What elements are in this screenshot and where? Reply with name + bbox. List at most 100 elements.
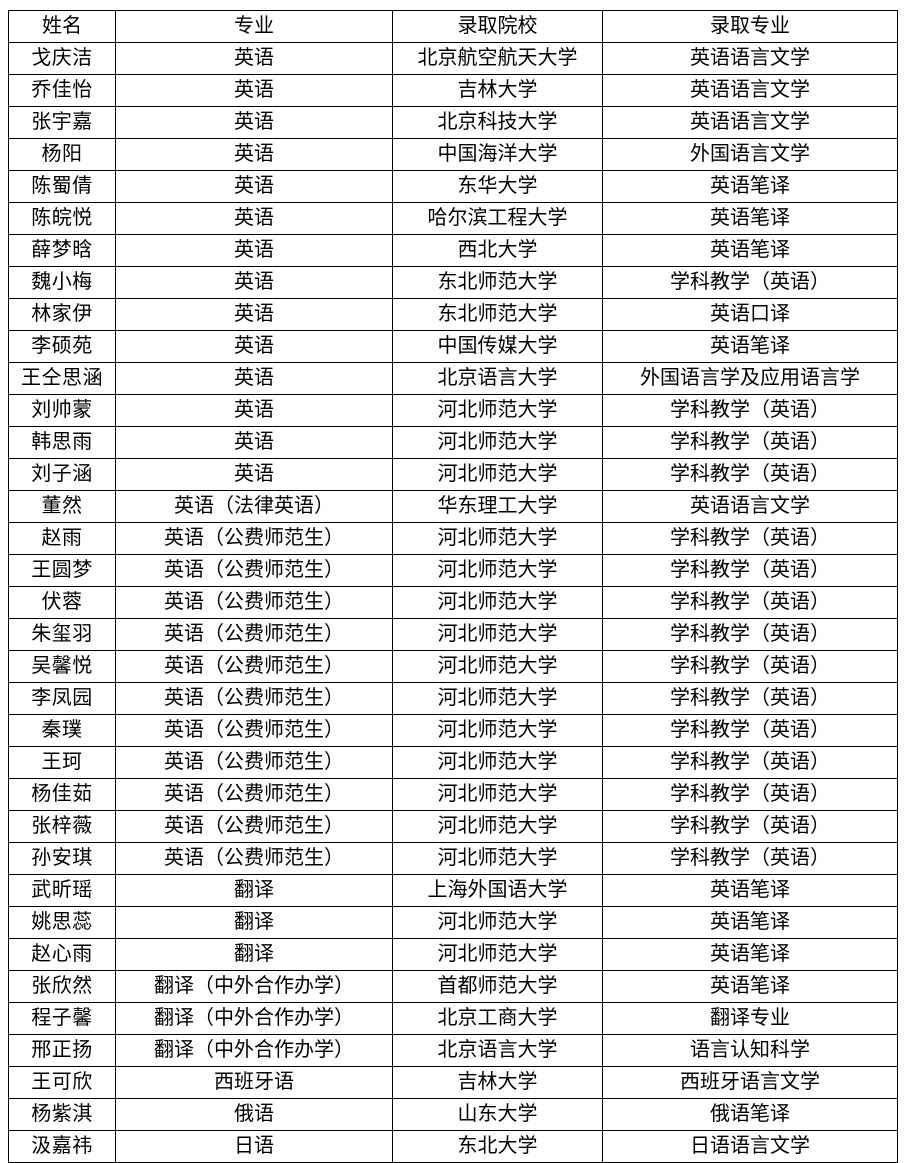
table-row: 武昕瑶 翻译 上海外国语大学 英语笔译 (8, 874, 898, 907)
cell-student-name: 程子馨 (8, 1002, 116, 1035)
cell-student-name: 王仝思涵 (8, 362, 116, 395)
cell-admitted-school: 上海外国语大学 (392, 874, 603, 907)
cell-admitted-program: 翻译专业 (602, 1002, 898, 1035)
cell-undergrad-major: 翻译 (115, 906, 393, 939)
cell-undergrad-major: 英语 (115, 106, 393, 139)
column-header-school: 录取院校 (392, 10, 603, 43)
cell-admitted-program: 英语口译 (602, 298, 898, 331)
table-row: 陈皖悦 英语 哈尔滨工程大学 英语笔译 (8, 202, 898, 235)
cell-admitted-program: 学科教学（英语） (602, 426, 898, 459)
cell-undergrad-major: 英语（公费师范生） (115, 522, 393, 555)
table-row: 姚思蕊 翻译 河北师范大学 英语笔译 (8, 906, 898, 939)
cell-undergrad-major: 英语 (115, 234, 393, 267)
cell-undergrad-major: 英语（法律英语） (115, 490, 393, 523)
cell-undergrad-major: 翻译（中外合作办学） (115, 1002, 393, 1035)
cell-student-name: 杨紫淇 (8, 1098, 116, 1131)
cell-admitted-school: 河北师范大学 (392, 394, 603, 427)
cell-undergrad-major: 英语 (115, 170, 393, 203)
cell-admitted-school: 河北师范大学 (392, 714, 603, 747)
cell-undergrad-major: 英语（公费师范生） (115, 650, 393, 683)
cell-admitted-school: 吉林大学 (392, 74, 603, 107)
cell-undergrad-major: 英语 (115, 138, 393, 171)
cell-student-name: 陈皖悦 (8, 202, 116, 235)
cell-student-name: 王珂 (8, 746, 116, 779)
cell-admitted-school: 东华大学 (392, 170, 603, 203)
cell-admitted-program: 学科教学（英语） (602, 586, 898, 619)
cell-admitted-school: 河北师范大学 (392, 554, 603, 587)
cell-student-name: 李凤园 (8, 682, 116, 715)
cell-student-name: 张宇嘉 (8, 106, 116, 139)
table-row: 薛梦晗 英语 西北大学 英语笔译 (8, 234, 898, 267)
cell-admitted-school: 北京语言大学 (392, 1034, 603, 1067)
cell-student-name: 薛梦晗 (8, 234, 116, 267)
cell-admitted-program: 外国语言学及应用语言学 (602, 362, 898, 395)
cell-admitted-program: 学科教学（英语） (602, 650, 898, 683)
cell-student-name: 王圆梦 (8, 554, 116, 587)
cell-admitted-school: 中国传媒大学 (392, 330, 603, 363)
cell-admitted-school: 河北师范大学 (392, 650, 603, 683)
cell-admitted-program: 英语笔译 (602, 874, 898, 907)
cell-admitted-school: 河北师范大学 (392, 618, 603, 651)
cell-admitted-program: 学科教学（英语） (602, 778, 898, 811)
admission-table-container: 姓名 专业 录取院校 录取专业 戈庆洁 英语 北京航空航天大学 英语语言文学 乔佳怡 英语… (8, 10, 898, 1163)
cell-admitted-school: 河北师范大学 (392, 938, 603, 971)
cell-undergrad-major: 英语（公费师范生） (115, 842, 393, 875)
table-row: 李凤园 英语（公费师范生） 河北师范大学 学科教学（英语） (8, 682, 898, 715)
cell-undergrad-major: 英语 (115, 362, 393, 395)
cell-admitted-program: 学科教学（英语） (602, 842, 898, 875)
cell-undergrad-major: 英语 (115, 298, 393, 331)
table-row: 王珂 英语（公费师范生） 河北师范大学 学科教学（英语） (8, 746, 898, 779)
table-row: 张欣然 翻译（中外合作办学） 首都师范大学 英语笔译 (8, 970, 898, 1003)
cell-student-name: 李硕苑 (8, 330, 116, 363)
cell-admitted-program: 学科教学（英语） (602, 266, 898, 299)
cell-undergrad-major: 英语 (115, 202, 393, 235)
column-header-name: 姓名 (8, 10, 116, 43)
table-body: 戈庆洁 英语 北京航空航天大学 英语语言文学 乔佳怡 英语 吉林大学 英语语言文学 张宇嘉 英语北… (8, 42, 898, 1163)
table-row: 张梓薇 英语（公费师范生） 河北师范大学 学科教学（英语） (8, 810, 898, 843)
cell-admitted-program: 英语语言文学 (602, 490, 898, 523)
cell-admitted-program: 英语笔译 (602, 970, 898, 1003)
cell-admitted-school: 河北师范大学 (392, 522, 603, 555)
table-row: 张宇嘉 英语 北京科技大学 英语语言文学 (8, 106, 898, 139)
cell-undergrad-major: 英语 (115, 426, 393, 459)
cell-undergrad-major: 英语（公费师范生） (115, 778, 393, 811)
column-header-program: 录取专业 (602, 10, 898, 43)
cell-admitted-program: 学科教学（英语） (602, 682, 898, 715)
table-row: 李硕苑 英语 中国传媒大学 英语笔译 (8, 330, 898, 363)
cell-undergrad-major: 英语（公费师范生） (115, 618, 393, 651)
cell-admitted-school: 北京语言大学 (392, 362, 603, 395)
cell-student-name: 孙安琪 (8, 842, 116, 875)
cell-admitted-school: 河北师范大学 (392, 778, 603, 811)
table-row: 杨阳 英语 中国海洋大学 外国语言文学 (8, 138, 898, 171)
cell-admitted-school: 东北大学 (392, 1130, 603, 1163)
cell-student-name: 杨佳茹 (8, 778, 116, 811)
cell-admitted-school: 西北大学 (392, 234, 603, 267)
cell-admitted-program: 学科教学（英语） (602, 618, 898, 651)
cell-admitted-program: 学科教学（英语） (602, 810, 898, 843)
cell-admitted-program: 学科教学（英语） (602, 522, 898, 555)
cell-undergrad-major: 英语（公费师范生） (115, 554, 393, 587)
cell-undergrad-major: 英语 (115, 394, 393, 427)
table-row: 邢正扬 翻译（中外合作办学） 北京语言大学 语言认知科学 (8, 1034, 898, 1067)
table-row: 韩思雨 英语 河北师范大学 学科教学（英语） (8, 426, 898, 459)
cell-admitted-school: 河北师范大学 (392, 426, 603, 459)
cell-admitted-school: 河北师范大学 (392, 458, 603, 491)
table-row: 孙安琪 英语（公费师范生） 河北师范大学 学科教学（英语） (8, 842, 898, 875)
cell-undergrad-major: 翻译（中外合作办学） (115, 1034, 393, 1067)
table-header-row: 姓名 专业 录取院校 录取专业 (8, 10, 898, 43)
cell-student-name: 朱玺羽 (8, 618, 116, 651)
cell-admitted-program: 英语笔译 (602, 234, 898, 267)
cell-admitted-program: 英语语言文学 (602, 42, 898, 75)
cell-undergrad-major: 英语（公费师范生） (115, 714, 393, 747)
cell-student-name: 吴馨悦 (8, 650, 116, 683)
cell-admitted-school: 吉林大学 (392, 1066, 603, 1099)
cell-admitted-school: 河北师范大学 (392, 682, 603, 715)
cell-undergrad-major: 翻译 (115, 938, 393, 971)
column-header-major: 专业 (115, 10, 393, 43)
cell-admitted-program: 英语笔译 (602, 170, 898, 203)
cell-admitted-program: 学科教学（英语） (602, 746, 898, 779)
cell-admitted-school: 哈尔滨工程大学 (392, 202, 603, 235)
table-row: 王仝思涵 英语 北京语言大学 外国语言学及应用语言学 (8, 362, 898, 395)
cell-undergrad-major: 英语（公费师范生） (115, 746, 393, 779)
cell-student-name: 汲嘉祎 (8, 1130, 116, 1163)
